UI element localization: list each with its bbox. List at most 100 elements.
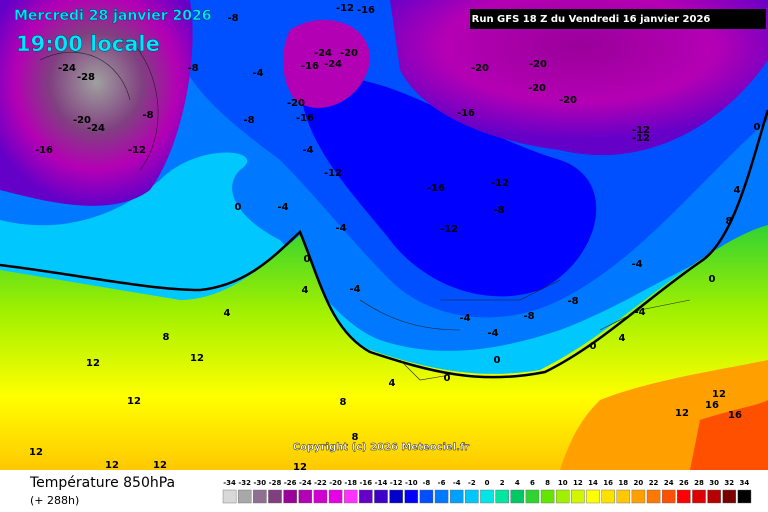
scale-label: -34 (223, 479, 236, 487)
isotherm-label: 4 (734, 185, 741, 196)
scale-swatch (449, 489, 464, 504)
isotherm-label: 12 (86, 358, 100, 369)
isotherm-label: -4 (277, 202, 288, 213)
scale-swatch (601, 489, 615, 504)
scale-label: -18 (344, 479, 357, 487)
isotherm-label: 0 (754, 122, 761, 133)
isotherm-label: 12 (105, 460, 119, 471)
isotherm-label: -20 (73, 115, 91, 126)
isotherm-label: -20 (529, 59, 547, 70)
scale-swatch (737, 489, 752, 504)
isotherm-label: 8 (163, 332, 170, 343)
map-labels: -12 -16-8-24 -20-16 -24 -20 -20-20-20-16-12-1… (29, 3, 760, 473)
isotherm-label: -12 (491, 178, 509, 189)
isotherm-label: 4 (619, 333, 626, 344)
scale-label: -14 (375, 479, 388, 487)
color-scale: -34 -32 -30 -28 -26 -24 -22 -20 -18 -16 -14 -12 -10-… (222, 479, 752, 504)
isotherm-label: 0 (444, 373, 451, 384)
isotherm-label: -8 (187, 63, 198, 74)
scale-swatch (707, 489, 721, 504)
cold-core (283, 20, 370, 108)
isotherm-label: 8 (340, 397, 347, 408)
isotherm-label: 8 (352, 432, 359, 443)
isotherm-label: 4 (389, 378, 396, 389)
scale-label: -32 (238, 479, 251, 487)
scale-label: 26 (679, 479, 689, 487)
isotherm-label: -4 (302, 145, 313, 156)
isotherm-label: 16 (705, 400, 719, 411)
scale-label: -2 (468, 479, 476, 487)
run-info: Run GFS 18 Z du Vendredi 16 janvier 2026 (472, 14, 711, 25)
scale-label: -8 (423, 479, 431, 487)
scale-label: 2 (500, 479, 505, 487)
isotherm-label: 8 (726, 216, 733, 227)
run-box (470, 9, 766, 29)
isotherm-label: -4 (252, 68, 263, 79)
scale-swatch (253, 489, 267, 504)
scale-label: -6 (438, 479, 446, 487)
time: 19:00 locale (16, 32, 160, 56)
scale-label: 16 (603, 479, 613, 487)
scale-swatch (404, 489, 419, 504)
isotherm-label: 0 (709, 274, 716, 285)
scale-label: -10 (405, 479, 418, 487)
isotherm-label: -4 (459, 313, 470, 324)
cold-region (300, 76, 597, 297)
scale-label: 0 (485, 479, 490, 487)
cold-core (0, 0, 193, 206)
isotherm-label: -12 (632, 133, 650, 144)
legend-title: Température 850hPa (29, 475, 175, 491)
scale-label: -16 (360, 479, 373, 487)
scale-swatch (525, 489, 540, 504)
isotherm-label: 12 (127, 396, 141, 407)
scale-label: -4 (453, 479, 461, 487)
copyright: Copyright (c) 2026 Meteociel.fr (293, 442, 470, 453)
isotherm-label: 12 (190, 353, 204, 364)
scale-label: 8 (545, 479, 550, 487)
scale-swatch (646, 489, 661, 504)
cold-core (390, 0, 768, 156)
isotherm-label: -28 (77, 72, 95, 83)
scale-swatch (328, 489, 343, 504)
scale-label: 20 (634, 479, 644, 487)
isotherm-label: -8 (567, 296, 578, 307)
isotherm-label: -20 (287, 98, 305, 109)
scale-swatch (419, 489, 434, 504)
isotherm-label: 12 (153, 460, 167, 471)
isotherm-label: 12 (712, 389, 726, 400)
isotherm-label: -8 (227, 13, 238, 24)
scale-swatch (677, 489, 691, 504)
scale-label: 34 (740, 479, 750, 487)
isotherm-label: -4 (631, 259, 642, 270)
scale-label: 14 (588, 479, 598, 487)
isotherm-label: -8 (243, 115, 254, 126)
isotherm-label: 4 (302, 285, 309, 296)
scale-swatch (268, 489, 282, 504)
isotherm-label: -20 (559, 95, 577, 106)
scale-swatch (495, 489, 509, 504)
scale-swatch (237, 489, 252, 504)
scale-label: 28 (694, 479, 704, 487)
isotherm-label: -24 (324, 59, 342, 70)
scale-swatch (555, 489, 570, 504)
isotherm-label: -4 (335, 223, 346, 234)
coastline (39, 39, 691, 381)
scale-swatch (465, 489, 479, 504)
scale-swatch (631, 489, 646, 504)
scale-swatch (661, 489, 676, 504)
isotherm-label: -16 (457, 108, 475, 119)
isotherm-label: -16 (357, 5, 375, 16)
isotherm-label: 12 (29, 447, 43, 458)
isotherm-label: 0 (304, 254, 311, 265)
isotherm-label: -4 (349, 284, 360, 295)
scale-label: -26 (284, 479, 297, 487)
isotherm-label: -4 (487, 328, 498, 339)
scale-swatch (722, 489, 737, 504)
scale-label: 24 (664, 479, 674, 487)
scale-swatch (222, 489, 237, 504)
scale-swatch (616, 489, 631, 504)
legend-subtitle: (+ 288h) (30, 494, 79, 507)
scale-swatch (571, 489, 585, 504)
isotherm-label: -20 (528, 83, 546, 94)
isotherm-label: 0 (590, 341, 597, 352)
